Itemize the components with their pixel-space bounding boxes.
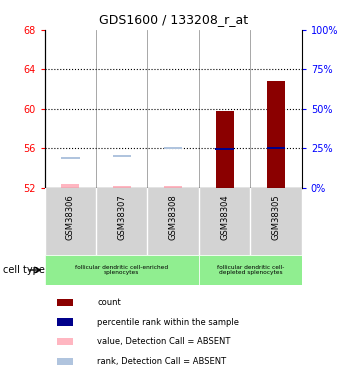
Bar: [164, 186, 182, 188]
Title: GDS1600 / 133208_r_at: GDS1600 / 133208_r_at: [99, 13, 248, 26]
Text: follicular dendritic cell-
depleted splenocytes: follicular dendritic cell- depleted sple…: [217, 265, 284, 275]
Text: value, Detection Call = ABSENT: value, Detection Call = ABSENT: [97, 337, 230, 346]
Text: follicular dendritic cell-enriched
splenocytes: follicular dendritic cell-enriched splen…: [75, 265, 168, 275]
Text: GSM38305: GSM38305: [272, 194, 281, 240]
Bar: [164, 147, 182, 149]
Bar: [113, 186, 131, 188]
Text: rank, Detection Call = ABSENT: rank, Detection Call = ABSENT: [97, 357, 226, 366]
Bar: [57, 338, 72, 345]
Bar: [215, 148, 234, 150]
Text: GSM38308: GSM38308: [169, 194, 178, 240]
Bar: [113, 155, 131, 157]
Bar: [199, 255, 302, 285]
Bar: [61, 157, 80, 159]
Text: count: count: [97, 298, 121, 307]
Text: cell type: cell type: [3, 265, 45, 275]
Text: GSM38306: GSM38306: [66, 194, 75, 240]
Text: GSM38304: GSM38304: [220, 194, 229, 240]
Bar: [216, 111, 234, 188]
Bar: [57, 318, 72, 326]
Bar: [267, 81, 285, 188]
Bar: [61, 184, 79, 188]
Bar: [267, 147, 285, 149]
Bar: [45, 255, 199, 285]
Bar: [57, 299, 72, 306]
Text: percentile rank within the sample: percentile rank within the sample: [97, 318, 239, 327]
Text: GSM38307: GSM38307: [117, 194, 126, 240]
Bar: [57, 358, 72, 365]
